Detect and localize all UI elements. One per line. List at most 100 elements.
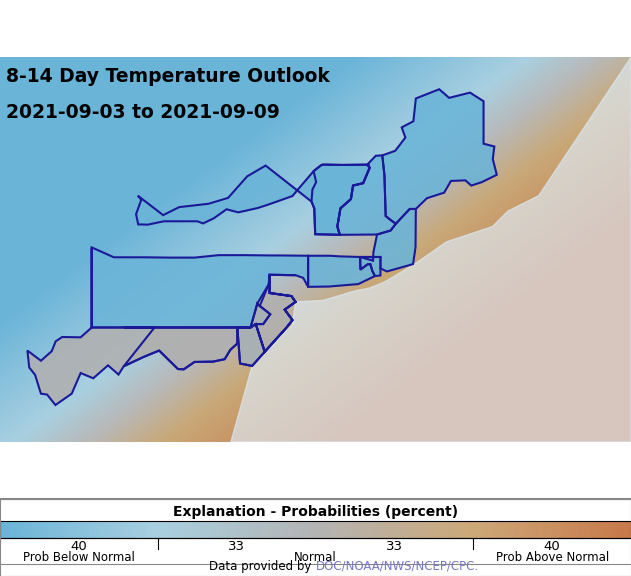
Polygon shape xyxy=(237,275,295,366)
Bar xyxy=(426,521,431,537)
Bar xyxy=(257,521,263,537)
Bar xyxy=(5,521,11,537)
Bar xyxy=(358,521,363,537)
Bar xyxy=(410,521,415,537)
Bar xyxy=(579,521,584,537)
Bar xyxy=(442,521,447,537)
Bar xyxy=(521,521,526,537)
Bar xyxy=(484,521,489,537)
Text: Data provided by: Data provided by xyxy=(209,560,316,573)
Bar xyxy=(205,521,210,537)
Bar xyxy=(500,521,505,537)
Bar xyxy=(100,521,105,537)
Bar xyxy=(552,521,557,537)
Bar xyxy=(200,521,205,537)
Bar xyxy=(137,521,142,537)
Bar xyxy=(368,521,374,537)
Bar xyxy=(599,521,604,537)
Polygon shape xyxy=(360,257,380,276)
Bar xyxy=(27,521,32,537)
Polygon shape xyxy=(91,248,308,328)
Polygon shape xyxy=(308,256,375,287)
Bar xyxy=(516,521,521,537)
Bar xyxy=(363,521,368,537)
Bar xyxy=(374,521,379,537)
Bar xyxy=(221,521,226,537)
Bar xyxy=(110,521,115,537)
Bar xyxy=(158,521,163,537)
Bar xyxy=(389,521,394,537)
Text: Prob Below Normal: Prob Below Normal xyxy=(23,551,135,564)
Bar xyxy=(505,521,510,537)
Bar xyxy=(0,521,631,537)
Bar xyxy=(84,521,90,537)
Bar xyxy=(47,521,52,537)
Bar xyxy=(399,521,405,537)
Bar xyxy=(247,521,252,537)
Bar xyxy=(21,521,27,537)
Bar xyxy=(174,521,179,537)
Bar xyxy=(226,521,232,537)
Bar xyxy=(447,521,452,537)
Bar xyxy=(184,521,189,537)
Bar xyxy=(115,521,121,537)
Bar xyxy=(620,521,626,537)
Bar xyxy=(321,521,326,537)
Bar xyxy=(331,521,336,537)
Bar xyxy=(0,521,5,537)
Polygon shape xyxy=(382,89,497,223)
Text: Explanation - Probabilities (percent): Explanation - Probabilities (percent) xyxy=(173,505,458,518)
Polygon shape xyxy=(360,209,416,271)
Text: Normal: Normal xyxy=(294,551,337,564)
Bar xyxy=(284,521,289,537)
Polygon shape xyxy=(136,165,370,235)
Polygon shape xyxy=(251,275,295,352)
Bar xyxy=(531,521,536,537)
Bar xyxy=(279,521,284,537)
Bar xyxy=(626,521,631,537)
Bar xyxy=(216,521,221,537)
Bar xyxy=(194,521,200,537)
Text: 8-14 Day Temperature Outlook: 8-14 Day Temperature Outlook xyxy=(6,67,330,86)
Bar xyxy=(168,521,174,537)
Text: 33: 33 xyxy=(386,540,403,553)
Bar xyxy=(415,521,421,537)
Bar xyxy=(90,521,95,537)
Bar xyxy=(11,521,16,537)
Bar xyxy=(594,521,599,537)
Bar xyxy=(342,521,347,537)
Bar xyxy=(310,521,316,537)
Bar xyxy=(63,521,68,537)
Polygon shape xyxy=(312,165,370,235)
Bar xyxy=(573,521,579,537)
Bar xyxy=(431,521,437,537)
Bar xyxy=(52,521,58,537)
Bar xyxy=(105,521,110,537)
Bar xyxy=(463,521,468,537)
Bar xyxy=(32,521,37,537)
Bar xyxy=(295,521,300,537)
Bar xyxy=(437,521,442,537)
Bar xyxy=(457,521,463,537)
Bar xyxy=(473,521,478,537)
Bar xyxy=(42,521,47,537)
Text: 40: 40 xyxy=(71,540,87,553)
Bar xyxy=(68,521,74,537)
Bar xyxy=(242,521,247,537)
Bar xyxy=(210,521,216,537)
Bar xyxy=(126,521,131,537)
Bar xyxy=(142,521,147,537)
Bar xyxy=(37,521,42,537)
Bar xyxy=(326,521,331,537)
Bar xyxy=(131,521,137,537)
Text: 2021-09-03 to 2021-09-09: 2021-09-03 to 2021-09-09 xyxy=(6,104,280,122)
Bar xyxy=(405,521,410,537)
Polygon shape xyxy=(124,328,251,369)
Text: 40: 40 xyxy=(544,540,560,553)
Bar xyxy=(384,521,389,537)
Bar xyxy=(237,521,242,537)
Bar xyxy=(452,521,457,537)
Bar xyxy=(563,521,568,537)
Bar xyxy=(589,521,594,537)
Polygon shape xyxy=(231,57,631,442)
